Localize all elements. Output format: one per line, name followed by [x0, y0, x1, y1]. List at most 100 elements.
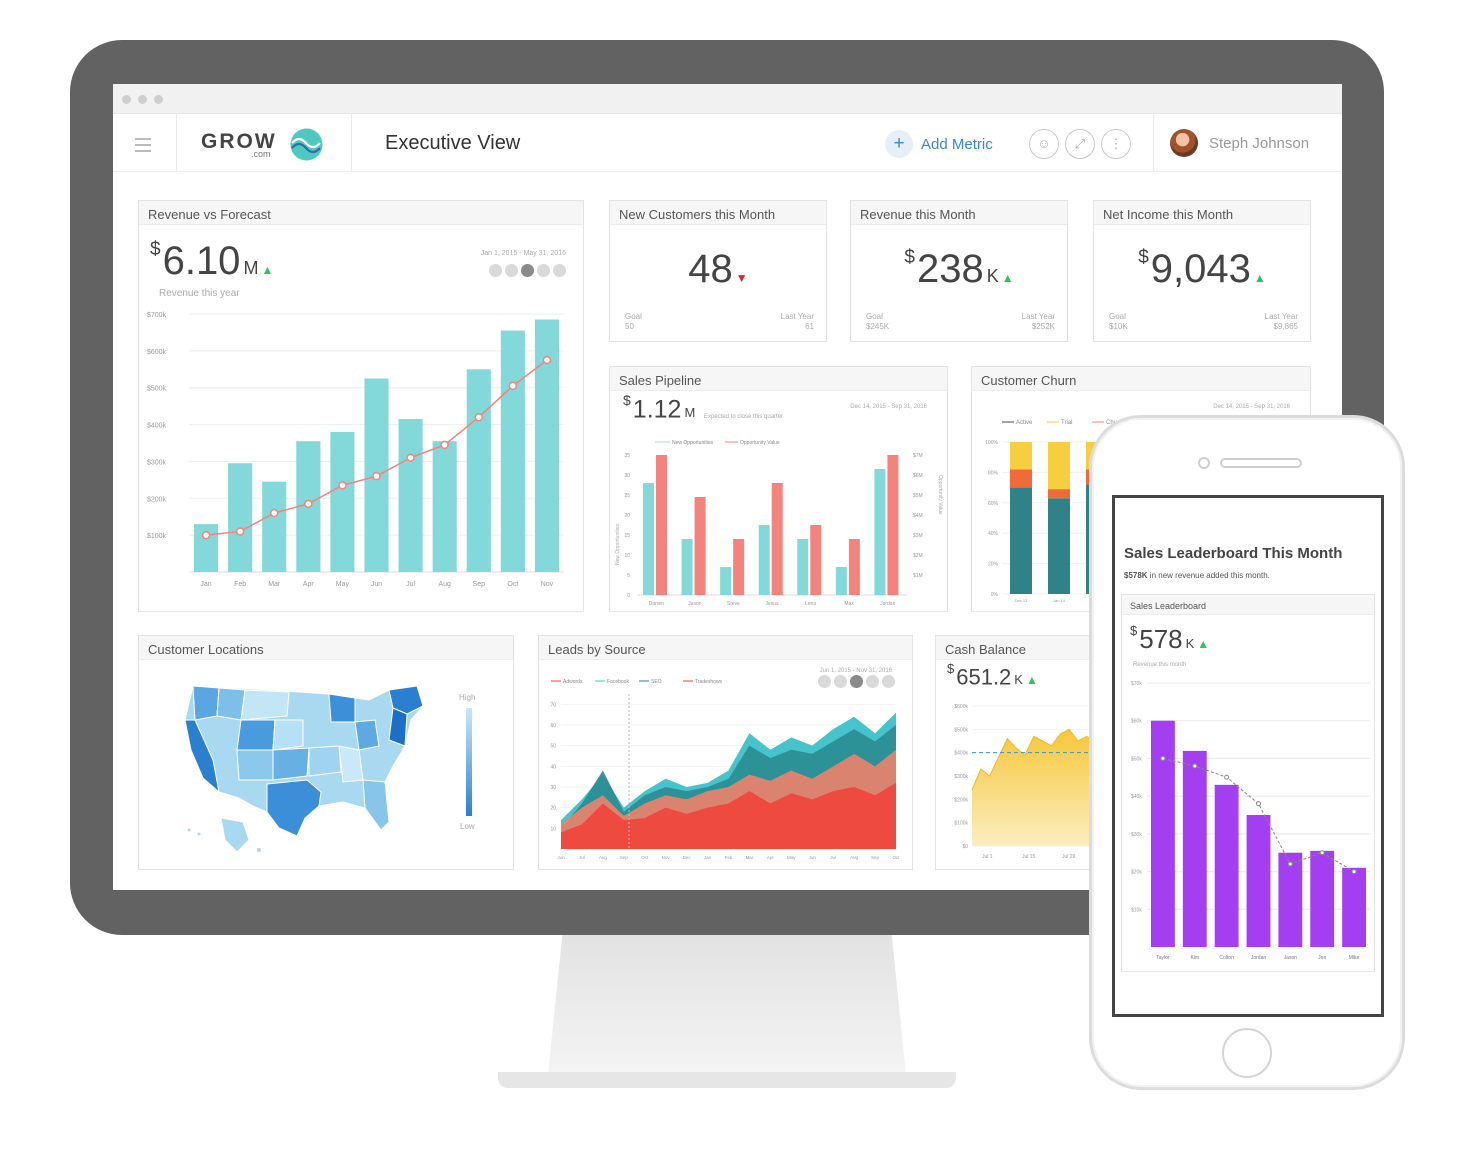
range-button[interactable]	[553, 264, 566, 277]
forecast-point	[508, 381, 518, 391]
legend-low: Low	[460, 822, 475, 831]
range-button[interactable]	[489, 264, 502, 277]
x-tick-label: Jason	[688, 601, 702, 607]
kpi-value: $238 K ▲	[904, 246, 1014, 291]
add-metric-button[interactable]: + Add Metric	[885, 130, 993, 158]
opportunity-value-bar	[887, 455, 899, 595]
x-tick-label: Jan 14	[1053, 598, 1066, 603]
cash-value: $651.2 K ▲	[947, 661, 1038, 690]
y-tick-label: $50k	[1131, 756, 1142, 762]
card-title: Revenue this Month	[851, 201, 1067, 225]
leaderboard-bar	[1246, 815, 1271, 947]
kpi-last-year: Last Year 61	[780, 312, 814, 331]
x-tick-label: Sep	[871, 855, 880, 860]
x-tick-label: Jesus	[765, 601, 779, 607]
kpi-card-net-income: Net Income this Month $9,043 ▲ Goal $10K L…	[1093, 200, 1311, 342]
legend-label: Opportunity Value	[740, 440, 780, 446]
y-tick-label: $10k	[1131, 907, 1142, 913]
y-tick-label: 20	[624, 513, 630, 519]
y-tick-label: 10	[550, 826, 556, 832]
x-tick-label: Colton	[1219, 955, 1234, 961]
y-tick-label: 60	[550, 723, 556, 729]
grow-logo[interactable]: GROW .com	[201, 130, 277, 159]
forecast-point	[269, 508, 279, 518]
sales-pipeline-card: Sales Pipeline $1.12 M Expected to close …	[609, 366, 948, 612]
y-tick-label: $20k	[1131, 870, 1142, 876]
phone-home-button[interactable]	[1222, 1028, 1272, 1078]
x-tick-label: Mike	[1349, 955, 1360, 961]
range-selector[interactable]	[818, 675, 895, 688]
x-tick-label: Mar	[746, 855, 754, 860]
y-tick-label: $400k	[954, 751, 968, 757]
revenue-bar	[432, 441, 457, 572]
trend-up-icon: ▲	[1197, 637, 1210, 651]
kpi-last-year: Last Year $252K	[1021, 312, 1055, 331]
window-minimize-dot[interactable]	[138, 95, 147, 104]
x-tick-label: Mar	[268, 581, 281, 588]
card-title: Net Income this Month	[1094, 201, 1310, 225]
opportunity-value-bar	[848, 539, 860, 595]
user-name[interactable]: Steph Johnson	[1209, 135, 1310, 152]
range-button[interactable]	[850, 675, 863, 688]
forecast-point	[235, 527, 245, 536]
trend-down-icon: ▼	[735, 271, 748, 285]
y-right-tick-label: $6M	[913, 473, 923, 479]
y-tick-label: $70k	[1131, 681, 1142, 687]
forecast-point	[406, 453, 415, 462]
revenue-bar	[466, 369, 491, 572]
y-tick-label: 20	[550, 806, 556, 812]
opportunity-value-bar	[656, 455, 667, 595]
avatar[interactable]	[1170, 129, 1198, 157]
range-button[interactable]	[505, 264, 518, 277]
date-range: Jun 1, 2015 - Nov 31, 2016	[819, 668, 892, 674]
y-right-tick-label: $2M	[913, 553, 923, 559]
range-button[interactable]	[882, 675, 895, 688]
forecast-point	[542, 355, 552, 365]
x-tick-label: Aug	[599, 855, 608, 860]
window-close-dot[interactable]	[122, 95, 131, 104]
kpi-goal: Goal 50	[625, 312, 642, 331]
opportunity-value-bar	[694, 497, 706, 595]
revenue-bar	[398, 419, 423, 572]
x-tick-label: May	[787, 855, 796, 860]
user-settings-icon[interactable]: ☺	[1029, 129, 1059, 159]
y-tick-label: 20%	[988, 562, 999, 568]
window-maximize-dot[interactable]	[154, 95, 163, 104]
range-button[interactable]	[521, 264, 534, 277]
x-tick-label: Nov	[662, 855, 671, 860]
x-tick-label: Lena	[805, 601, 816, 607]
trend-up-icon: ▲	[261, 263, 274, 277]
range-button[interactable]	[834, 675, 847, 688]
leads-by-source-card: Leads by Source Jun 1, 2015 - Nov 31, 20…	[538, 635, 913, 870]
leaderboard-bar	[1342, 867, 1366, 947]
legend-label: Adwords	[563, 679, 583, 685]
y-right-axis-label: Opportunity Value	[937, 475, 943, 515]
forecast-point	[372, 471, 381, 481]
date-range: Dec 14, 2015 - Sep 31, 2016	[1213, 404, 1290, 410]
phone-device: Sales Leaderboard This Month $578K in ne…	[1089, 415, 1405, 1090]
pipeline-caption: Expected to close this quarter	[704, 414, 784, 420]
card-title: Leads by Source	[539, 636, 912, 660]
card-title: Sales Pipeline	[610, 367, 947, 391]
y-tick-label: $30k	[1131, 832, 1142, 838]
kpi-card-revenue: Revenue this Month $238 K ▲ Goal $245K Last…	[850, 200, 1068, 342]
y-tick-label: $300k	[954, 774, 968, 780]
more-icon[interactable]: ⋮	[1101, 129, 1131, 159]
x-tick-label: Oct	[507, 581, 518, 588]
range-button[interactable]	[866, 675, 879, 688]
kpi-goal: Goal $10K	[1109, 312, 1128, 331]
date-range: Dec 14, 2015 - Sep 31, 2016	[850, 404, 927, 410]
y-tick-label: 0	[627, 593, 630, 599]
range-button[interactable]	[537, 264, 550, 277]
hamburger-menu-icon[interactable]	[135, 138, 151, 156]
x-tick-label: Jon	[1318, 955, 1326, 961]
range-button[interactable]	[818, 675, 831, 688]
range-selector[interactable]	[489, 264, 566, 277]
x-tick-label: Jordan	[880, 601, 896, 607]
opportunities-bar	[643, 483, 654, 595]
kpi-goal: Goal $245K	[866, 312, 890, 331]
monitor-stand	[548, 935, 906, 1075]
expand-icon[interactable]: ⤢	[1065, 129, 1095, 159]
x-tick-label: Oct	[641, 855, 649, 860]
x-tick-label: Jan	[704, 855, 712, 860]
